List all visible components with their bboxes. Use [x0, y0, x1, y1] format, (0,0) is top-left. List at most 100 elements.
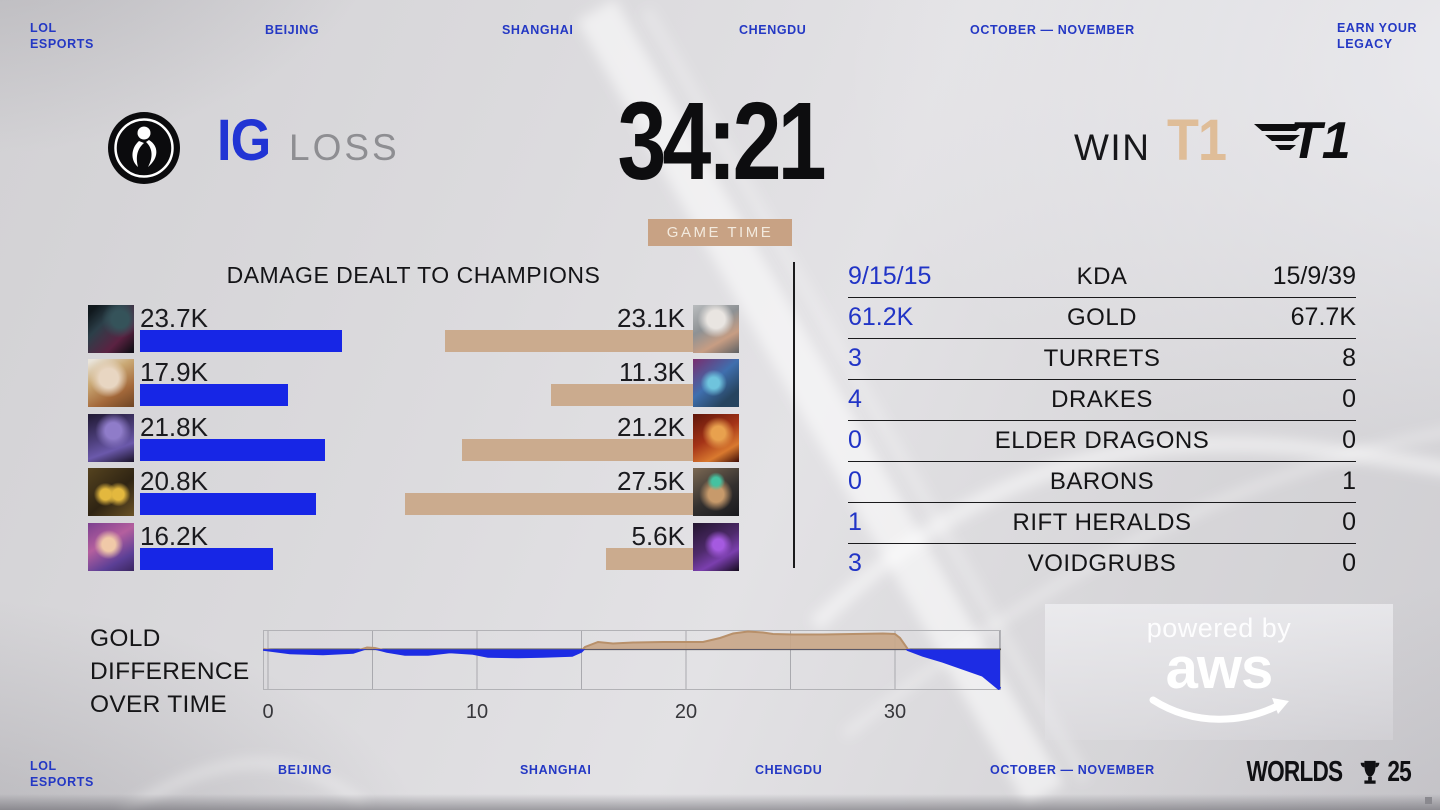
bottom-nav-item-shanghai: SHANGHAI	[520, 763, 592, 777]
x-axis-tick: 30	[883, 701, 907, 723]
bottom-shade-decor	[0, 794, 1440, 810]
t1-team-logo-icon: T1	[1254, 112, 1351, 168]
champion-portrait-icon	[88, 468, 134, 516]
svg-text:T1: T1	[1290, 112, 1351, 168]
right-team-name: T1	[1167, 108, 1227, 173]
champion-portrait-icon	[693, 468, 739, 516]
stat-label: DRAKES	[1051, 386, 1153, 413]
stat-left-value: 61.2K	[848, 303, 914, 331]
worlds-logo-year: 25	[1387, 756, 1411, 788]
champion-portrait-icon	[693, 305, 739, 353]
ig-team-logo-icon	[108, 112, 180, 184]
damage-value-left: 16.2K	[140, 521, 208, 551]
worlds-trophy-icon	[1360, 760, 1380, 784]
x-axis-tick: 0	[262, 701, 274, 723]
stat-right-value: 0	[1342, 426, 1356, 454]
damage-bar-right	[462, 439, 693, 461]
damage-value-left: 17.9K	[140, 357, 208, 387]
stat-left-value: 4	[848, 385, 862, 413]
stat-right-value: 8	[1342, 344, 1356, 372]
bottom-nav-item-dates: OCTOBER — NOVEMBER	[990, 763, 1155, 777]
stat-right-value: 0	[1342, 549, 1356, 577]
damage-bar-right	[405, 493, 693, 515]
damage-row: 16.2K 5.6K	[88, 521, 739, 571]
bottom-nav-item-chengdu: CHENGDU	[755, 763, 823, 777]
stat-label: BARONS	[1049, 468, 1155, 495]
damage-row: 17.9K 11.3K	[88, 357, 739, 407]
damage-bar-right	[606, 548, 693, 570]
damage-value-right: 11.3K	[618, 357, 685, 387]
stat-label: TURRETS	[1043, 345, 1161, 372]
champion-portrait-icon	[88, 359, 134, 407]
powered-by-aws-badge: powered by aws	[1045, 604, 1393, 740]
stat-label: VOIDGRUBS	[1027, 550, 1177, 577]
powered-by-text: powered by	[1146, 613, 1292, 643]
stat-left-value: 0	[848, 467, 862, 495]
damage-bar-left	[140, 384, 288, 406]
damage-row: 20.8K 27.5K	[88, 466, 739, 516]
bottom-nav-item-beijing: BEIJING	[278, 763, 333, 777]
damage-panel-title: DAMAGE DEALT TO CHAMPIONS	[226, 262, 601, 288]
stats-row-rift-heralds: 1 RIFT HERALDS 0	[848, 503, 1356, 544]
damage-bar-left	[140, 493, 316, 515]
champion-portrait-icon	[88, 414, 134, 462]
stat-left-value: 9/15/15	[848, 262, 932, 290]
gold-chart-plot	[263, 630, 1001, 690]
champion-portrait-icon	[693, 359, 739, 407]
stat-left-value: 1	[848, 508, 862, 536]
left-team-result: LOSS	[289, 127, 400, 168]
damage-bar-right	[445, 330, 693, 352]
champion-portrait-icon	[88, 523, 134, 571]
champion-portrait-icon	[693, 414, 739, 462]
damage-bar-left	[140, 548, 273, 570]
damage-value-right: 23.1K	[617, 303, 685, 333]
stats-row-elder-dragons: 0 ELDER DRAGONS 0	[848, 421, 1356, 462]
stats-row-turrets: 3 TURRETS 8	[848, 339, 1356, 380]
damage-bar-left	[140, 439, 325, 461]
x-axis-tick: 20	[674, 701, 698, 723]
damage-value-left: 21.8K	[140, 412, 208, 442]
game-time-value: 34:21	[617, 80, 826, 203]
aws-smile-icon	[1149, 696, 1289, 723]
gold-difference-chart	[263, 630, 1001, 690]
panel-divider	[793, 262, 795, 568]
gold-chart-title: GOLD DIFFERENCE OVER TIME	[90, 625, 250, 718]
stat-right-value: 1	[1342, 467, 1356, 495]
damage-row: 21.8K 21.2K	[88, 412, 739, 462]
game-time-label-badge: GAME TIME	[648, 219, 792, 246]
top-nav-item-lol-esports: LOL ESPORTS	[30, 21, 94, 51]
top-nav-item-dates: OCTOBER — NOVEMBER	[970, 23, 1135, 37]
damage-value-left: 20.8K	[140, 466, 208, 496]
stats-row-voidgrubs: 3 VOIDGRUBS 0	[848, 544, 1356, 584]
top-nav-item-shanghai: SHANGHAI	[502, 23, 574, 37]
stat-left-value: 3	[848, 549, 862, 577]
stat-left-value: 3	[848, 344, 862, 372]
damage-value-right: 5.6K	[631, 521, 686, 551]
top-nav-item-beijing: BEIJING	[265, 23, 320, 37]
top-nav-item-earn-your-legacy: EARN YOUR LEGACY	[1337, 21, 1418, 51]
stat-right-value: 15/9/39	[1272, 262, 1356, 290]
top-nav-item-chengdu: CHENGDU	[739, 23, 807, 37]
bottom-nav-item-lol-esports: LOL ESPORTS	[30, 759, 94, 789]
stats-row-barons: 0 BARONS 1	[848, 462, 1356, 503]
damage-bar-left	[140, 330, 342, 352]
champion-portrait-icon	[693, 523, 739, 571]
damage-value-left: 23.7K	[140, 303, 208, 333]
stat-label: GOLD	[1066, 304, 1137, 331]
stats-row-kda: 9/15/15 KDA 15/9/39	[848, 257, 1356, 298]
right-team-result: WIN	[1074, 127, 1151, 168]
stat-label: KDA	[1076, 263, 1128, 290]
damage-bar-right	[551, 384, 693, 406]
worlds-25-logo: WORLDS 25	[1233, 756, 1414, 789]
stat-right-value: 0	[1342, 385, 1356, 413]
stats-row-gold: 61.2K GOLD 67.7K	[848, 298, 1356, 339]
stats-row-drakes: 4 DRAKES 0	[848, 380, 1356, 421]
x-axis-tick: 10	[465, 701, 489, 723]
artifact-dot	[1425, 797, 1432, 804]
damage-row: 23.7K 23.1K	[88, 303, 739, 353]
left-team-name: IG	[217, 108, 271, 173]
damage-value-right: 27.5K	[617, 466, 685, 496]
stat-left-value: 0	[848, 426, 862, 454]
stat-label: ELDER DRAGONS	[994, 427, 1210, 454]
damage-value-right: 21.2K	[617, 412, 685, 442]
